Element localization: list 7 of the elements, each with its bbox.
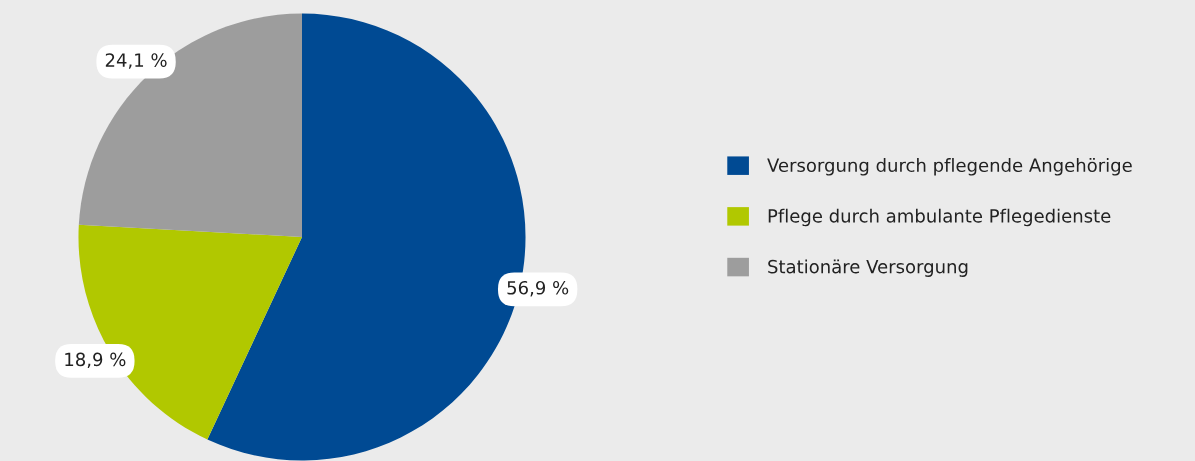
legend-label: Pflege durch ambulante Pflegedienste [768, 208, 1111, 227]
legend-label: Stationäre Versorgung [768, 259, 968, 277]
data-label: 24,1 % [105, 53, 167, 69]
legend-label: Versorgung durch pflegende Angehörige [767, 158, 1132, 176]
data-label: 56,9 % [507, 280, 569, 297]
data-label: 18,9 % [65, 352, 126, 369]
pie-slice [78, 13, 302, 237]
